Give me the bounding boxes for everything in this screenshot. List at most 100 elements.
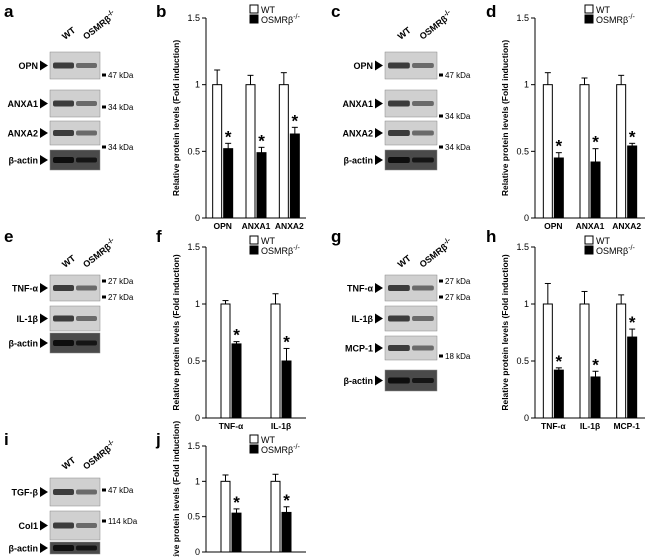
blot-band-ko bbox=[76, 157, 97, 163]
significance-star: * bbox=[292, 111, 299, 130]
band-label: β-actin bbox=[344, 156, 374, 166]
marker-label: 34 kDa bbox=[445, 143, 471, 152]
marker-label: 114 kDa bbox=[108, 517, 138, 526]
category-label: ANXA2 bbox=[612, 221, 641, 231]
lane-label-ko: OSMRβ-/- bbox=[80, 8, 118, 41]
marker-tick bbox=[102, 145, 106, 149]
blot-band-ko bbox=[76, 316, 97, 321]
blot-band-ko bbox=[412, 130, 434, 136]
band-arrow-icon bbox=[40, 283, 48, 293]
y-tick-label: 0.5 bbox=[516, 356, 529, 366]
band-arrow-icon bbox=[40, 155, 48, 165]
category-label: ANXA1 bbox=[242, 221, 271, 231]
band-arrow-icon bbox=[40, 313, 48, 324]
blot-band-ko bbox=[412, 345, 434, 351]
bar-group: * ANXA1 bbox=[576, 77, 605, 231]
y-axis-label: Relative protein levels (Fold induction) bbox=[500, 254, 510, 410]
lane-label-wt: WT bbox=[396, 253, 414, 270]
band-label: ANXA2 bbox=[7, 129, 38, 139]
band-label: β-actin bbox=[9, 544, 39, 554]
band-arrow-icon bbox=[40, 487, 48, 497]
blot-band-wt bbox=[53, 62, 74, 69]
blot-panel-c: WT OSMRβ-/- OPN 47 kDa ANXA1 34 kDa ANXA2 34 kD… bbox=[342, 8, 471, 171]
blot-band-wt bbox=[388, 130, 410, 136]
significance-star: * bbox=[233, 326, 240, 345]
significance-star: * bbox=[592, 133, 599, 152]
significance-star: * bbox=[283, 332, 290, 351]
y-tick-label: 1 bbox=[524, 80, 529, 90]
significance-star: * bbox=[283, 491, 290, 510]
panel-letter-j: j bbox=[155, 430, 161, 449]
panel-letter-g: g bbox=[331, 227, 341, 246]
category-label: IL-1β bbox=[271, 421, 291, 431]
bar-group: * ANXA2 bbox=[275, 72, 304, 231]
y-axis-label: Relative protein levels (Fold induction) bbox=[171, 421, 181, 557]
chart-f: 0 0.5 1 1.5 Relative protein levels (Fold in… bbox=[171, 235, 306, 431]
y-tick-label: 1.5 bbox=[187, 13, 200, 23]
band-arrow-icon bbox=[375, 313, 383, 324]
chart-j: 0 0.5 1 1.5 Relative protein levels (Fold in… bbox=[171, 421, 306, 557]
y-tick-label: 1.5 bbox=[516, 13, 529, 23]
marker-tick bbox=[102, 295, 106, 299]
y-tick-label: 1.5 bbox=[516, 242, 529, 252]
band-arrow-icon bbox=[40, 60, 48, 71]
category-label: ANXA2 bbox=[275, 221, 304, 231]
band-arrow-icon bbox=[375, 375, 383, 386]
band-label: TGF-β bbox=[12, 488, 39, 498]
significance-star: * bbox=[592, 355, 599, 374]
significance-star: * bbox=[233, 493, 240, 512]
legend-swatch-wt bbox=[584, 235, 594, 245]
bar-group: * IL-1β bbox=[579, 290, 601, 431]
band-arrow-icon bbox=[375, 155, 383, 165]
panel-letter-b: b bbox=[156, 2, 166, 21]
band-label: ANXA1 bbox=[342, 99, 373, 109]
legend-label-wt: WT bbox=[261, 5, 275, 15]
blot-panel-i: WT OSMRβ-/- TGF-β 47 kDa Col1 114 kDa β-actin bbox=[9, 438, 138, 555]
bar-group: * MCP-1 bbox=[613, 294, 640, 431]
legend-label-wt: WT bbox=[596, 236, 610, 246]
panel-letter-c: c bbox=[331, 2, 340, 21]
bar-group: * TNF-α bbox=[219, 300, 244, 431]
band-label: IL-1β bbox=[17, 314, 39, 324]
bar-wt bbox=[220, 480, 231, 553]
blot-strip bbox=[384, 149, 438, 171]
y-tick-label: 1 bbox=[195, 80, 200, 90]
y-tick-label: 0 bbox=[195, 547, 200, 557]
significance-star: * bbox=[629, 127, 636, 146]
panel-letter-a: a bbox=[4, 2, 14, 21]
blot-band-wt bbox=[388, 157, 410, 163]
bar-wt bbox=[278, 84, 289, 219]
y-tick-label: 0 bbox=[524, 213, 529, 223]
blot-band-ko bbox=[76, 523, 97, 528]
y-axis-label: Relative protein levels (Fold induction) bbox=[500, 40, 510, 196]
marker-label: 18 kDa bbox=[445, 352, 471, 361]
legend-swatch-ko bbox=[584, 245, 594, 255]
y-tick-label: 0 bbox=[195, 213, 200, 223]
band-arrow-icon bbox=[375, 98, 383, 109]
blot-band-ko bbox=[76, 101, 97, 106]
blot-band-wt bbox=[53, 522, 74, 529]
blot-band-wt bbox=[388, 315, 410, 322]
marker-tick bbox=[439, 295, 443, 299]
bar-wt bbox=[270, 303, 281, 419]
category-label: OPN bbox=[213, 221, 231, 231]
blot-strip bbox=[384, 369, 438, 392]
band-label: IL-1β bbox=[352, 314, 374, 324]
blot-band-wt bbox=[388, 100, 410, 107]
blot-band-ko bbox=[76, 545, 97, 551]
panel-letter-h: h bbox=[486, 227, 496, 246]
band-arrow-icon bbox=[375, 343, 383, 353]
blot-band-wt bbox=[388, 285, 410, 291]
y-tick-label: 0.5 bbox=[187, 146, 200, 156]
marker-tick bbox=[439, 354, 443, 358]
band-arrow-icon bbox=[40, 520, 48, 531]
blot-band-wt bbox=[53, 489, 74, 495]
blot-band-wt bbox=[53, 285, 74, 291]
bar-wt bbox=[616, 303, 627, 419]
chart-d: 0 0.5 1 1.5 Relative protein levels (Fold in… bbox=[500, 4, 645, 231]
blot-panel-a: WT OSMRβ-/- OPN 47 kDa ANXA1 34 kDa ANXA2 34 kD… bbox=[7, 8, 134, 171]
blot-band-wt bbox=[53, 100, 74, 107]
bar-ko bbox=[281, 511, 292, 553]
